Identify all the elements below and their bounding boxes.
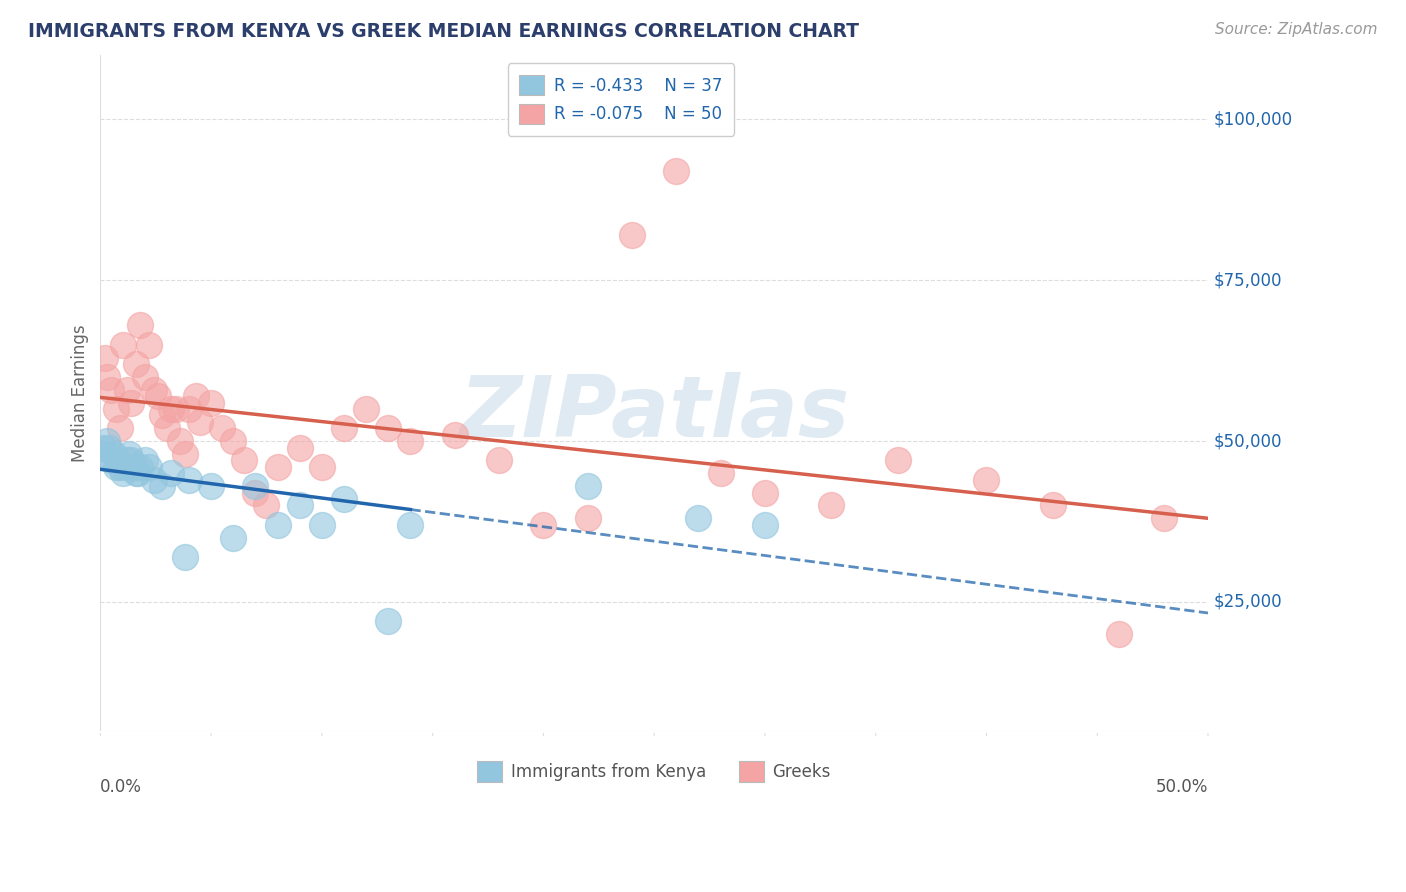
- Point: [134, 453, 156, 467]
- Point: [91, 441, 114, 455]
- Point: [127, 467, 149, 481]
- Point: [288, 499, 311, 513]
- Point: [222, 531, 245, 545]
- Point: [134, 369, 156, 384]
- Point: [311, 459, 333, 474]
- Point: [288, 441, 311, 455]
- Point: [150, 479, 173, 493]
- Point: [399, 434, 422, 449]
- Point: [160, 401, 183, 416]
- Point: [138, 459, 160, 474]
- Point: [120, 453, 142, 467]
- Point: [233, 453, 256, 467]
- Point: [256, 499, 278, 513]
- Point: [94, 447, 117, 461]
- Point: [94, 351, 117, 365]
- Point: [531, 517, 554, 532]
- Point: [1108, 627, 1130, 641]
- Point: [115, 453, 138, 467]
- Point: [146, 389, 169, 403]
- Point: [98, 441, 121, 455]
- Text: $100,000: $100,000: [1213, 111, 1292, 128]
- Text: 0.0%: 0.0%: [100, 778, 142, 796]
- Point: [211, 421, 233, 435]
- Point: [120, 395, 142, 409]
- Point: [576, 479, 599, 493]
- Point: [177, 473, 200, 487]
- Point: [754, 485, 776, 500]
- Point: [173, 549, 195, 564]
- Point: [200, 395, 222, 409]
- Point: [110, 421, 132, 435]
- Point: [710, 467, 733, 481]
- Point: [488, 453, 510, 467]
- Point: [104, 459, 127, 474]
- Point: [576, 511, 599, 525]
- Point: [311, 517, 333, 532]
- Legend: Immigrants from Kenya, Greeks: Immigrants from Kenya, Greeks: [470, 753, 839, 789]
- Point: [96, 434, 118, 449]
- Point: [104, 401, 127, 416]
- Point: [114, 459, 136, 474]
- Point: [887, 453, 910, 467]
- Point: [110, 459, 132, 474]
- Point: [111, 337, 134, 351]
- Point: [188, 415, 211, 429]
- Point: [976, 473, 998, 487]
- Point: [142, 473, 165, 487]
- Point: [138, 337, 160, 351]
- Point: [165, 401, 187, 416]
- Point: [122, 459, 145, 474]
- Text: $50,000: $50,000: [1213, 432, 1282, 450]
- Point: [266, 459, 288, 474]
- Text: Source: ZipAtlas.com: Source: ZipAtlas.com: [1215, 22, 1378, 37]
- Y-axis label: Median Earnings: Median Earnings: [72, 324, 89, 462]
- Point: [200, 479, 222, 493]
- Point: [111, 467, 134, 481]
- Point: [1153, 511, 1175, 525]
- Point: [399, 517, 422, 532]
- Point: [96, 369, 118, 384]
- Point: [150, 409, 173, 423]
- Text: ZIPatlas: ZIPatlas: [458, 372, 849, 455]
- Point: [156, 421, 179, 435]
- Point: [443, 427, 465, 442]
- Point: [184, 389, 207, 403]
- Point: [142, 383, 165, 397]
- Point: [621, 228, 644, 243]
- Point: [1042, 499, 1064, 513]
- Point: [169, 434, 191, 449]
- Point: [173, 447, 195, 461]
- Point: [125, 357, 148, 371]
- Point: [754, 517, 776, 532]
- Point: [665, 164, 688, 178]
- Point: [118, 447, 141, 461]
- Text: 50.0%: 50.0%: [1156, 778, 1208, 796]
- Text: IMMIGRANTS FROM KENYA VS GREEK MEDIAN EARNINGS CORRELATION CHART: IMMIGRANTS FROM KENYA VS GREEK MEDIAN EA…: [28, 22, 859, 41]
- Point: [107, 453, 129, 467]
- Point: [266, 517, 288, 532]
- Point: [377, 421, 399, 435]
- Point: [377, 614, 399, 628]
- Point: [100, 383, 122, 397]
- Point: [115, 383, 138, 397]
- Point: [160, 467, 183, 481]
- Point: [129, 459, 152, 474]
- Point: [125, 467, 148, 481]
- Point: [333, 421, 356, 435]
- Point: [333, 491, 356, 506]
- Point: [129, 318, 152, 333]
- Point: [103, 447, 125, 461]
- Point: [222, 434, 245, 449]
- Point: [245, 479, 267, 493]
- Text: $75,000: $75,000: [1213, 271, 1282, 289]
- Point: [100, 453, 122, 467]
- Point: [354, 401, 377, 416]
- Point: [688, 511, 710, 525]
- Point: [820, 499, 842, 513]
- Text: $25,000: $25,000: [1213, 593, 1282, 611]
- Point: [245, 485, 267, 500]
- Point: [177, 401, 200, 416]
